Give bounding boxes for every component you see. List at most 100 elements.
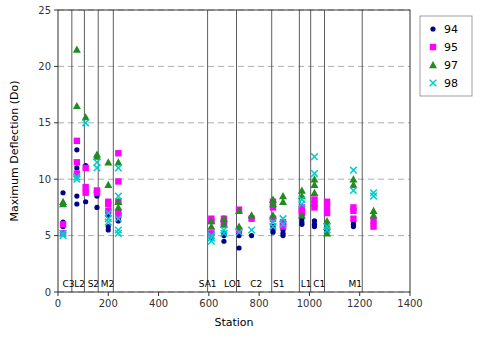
y-tick xyxy=(54,235,58,236)
y-tick-label: 25 xyxy=(38,5,51,16)
point xyxy=(221,227,228,234)
point xyxy=(104,181,112,188)
section-line xyxy=(362,10,363,292)
x-tick xyxy=(359,292,360,296)
series-0 xyxy=(60,147,376,250)
point xyxy=(115,230,122,237)
point xyxy=(350,208,356,214)
grid-line xyxy=(58,122,410,123)
point xyxy=(310,181,318,188)
point xyxy=(249,233,254,238)
x-tick xyxy=(158,292,159,296)
point xyxy=(221,239,226,244)
point xyxy=(235,207,243,214)
legend-box xyxy=(420,16,472,96)
point xyxy=(370,223,376,229)
series-2 xyxy=(59,45,378,236)
point xyxy=(311,204,317,210)
point xyxy=(115,178,121,184)
legend-label: 94 xyxy=(444,23,458,36)
point xyxy=(115,227,122,234)
point xyxy=(324,210,330,216)
point xyxy=(74,138,80,144)
point xyxy=(115,165,122,172)
point xyxy=(74,165,79,170)
point xyxy=(298,211,306,218)
point xyxy=(279,198,287,205)
point xyxy=(104,158,112,165)
point xyxy=(324,204,330,210)
point xyxy=(82,120,89,127)
point xyxy=(73,45,81,52)
x-tick-label: 400 xyxy=(149,298,168,309)
section-label: SA1 xyxy=(199,279,217,289)
legend: 94959798 xyxy=(420,16,472,96)
legend-marker xyxy=(430,26,435,31)
point xyxy=(221,230,228,237)
point xyxy=(269,200,277,207)
point xyxy=(115,215,122,222)
y-tick-label: 10 xyxy=(38,174,51,185)
x-axis-label: Station xyxy=(214,316,253,329)
point xyxy=(106,227,111,232)
section-label: C2 xyxy=(250,279,262,289)
section-label: M1 xyxy=(348,279,362,289)
point xyxy=(94,190,100,196)
x-tick xyxy=(410,292,411,296)
x-tick-label: 1200 xyxy=(347,298,372,309)
point xyxy=(105,201,111,207)
point xyxy=(221,221,227,227)
chart: C3L2S2M2SA1LO1C2S1L1C1M10200400600800100… xyxy=(0,0,495,341)
grid-line xyxy=(58,235,410,236)
point xyxy=(74,159,80,165)
legend-label: 97 xyxy=(444,59,458,72)
section-line xyxy=(207,10,208,292)
section-line xyxy=(324,10,325,292)
legend-label: 95 xyxy=(444,41,458,54)
point xyxy=(269,211,277,218)
point xyxy=(208,235,215,242)
x-tick xyxy=(309,292,310,296)
point xyxy=(115,150,121,156)
point xyxy=(311,170,318,177)
point xyxy=(299,201,306,208)
point xyxy=(236,245,241,250)
plot-frame xyxy=(58,10,410,292)
point xyxy=(270,223,277,230)
point xyxy=(324,223,331,230)
point xyxy=(270,230,275,235)
point xyxy=(324,227,331,234)
legend-marker xyxy=(429,61,437,68)
section-label: L1 xyxy=(301,279,312,289)
point xyxy=(248,211,256,218)
point xyxy=(324,199,330,205)
y-tick-label: 5 xyxy=(45,230,51,241)
x-tick-label: 200 xyxy=(99,298,118,309)
point xyxy=(74,194,79,199)
point xyxy=(82,165,88,171)
point xyxy=(73,102,81,109)
point xyxy=(74,176,81,183)
point xyxy=(83,199,88,204)
point xyxy=(115,212,121,218)
section-label: S1 xyxy=(273,279,284,289)
legend-marker xyxy=(430,80,437,87)
point xyxy=(350,167,357,174)
point xyxy=(371,224,376,229)
series-3 xyxy=(60,120,377,245)
x-tick xyxy=(108,292,109,296)
point xyxy=(311,153,318,160)
point xyxy=(114,203,122,210)
point xyxy=(370,218,376,224)
x-tick-label: 0 xyxy=(55,298,61,309)
x-tick xyxy=(208,292,209,296)
x-tick-label: 1000 xyxy=(297,298,322,309)
legend-marker xyxy=(430,44,436,50)
section-label: LO1 xyxy=(224,279,242,289)
y-tick xyxy=(54,292,58,293)
y-axis-label: Maximum Deflection (Do) xyxy=(8,80,21,221)
plot-area xyxy=(59,10,378,292)
background xyxy=(0,0,495,341)
y-tick xyxy=(54,122,58,123)
section-label: M2 xyxy=(101,279,115,289)
